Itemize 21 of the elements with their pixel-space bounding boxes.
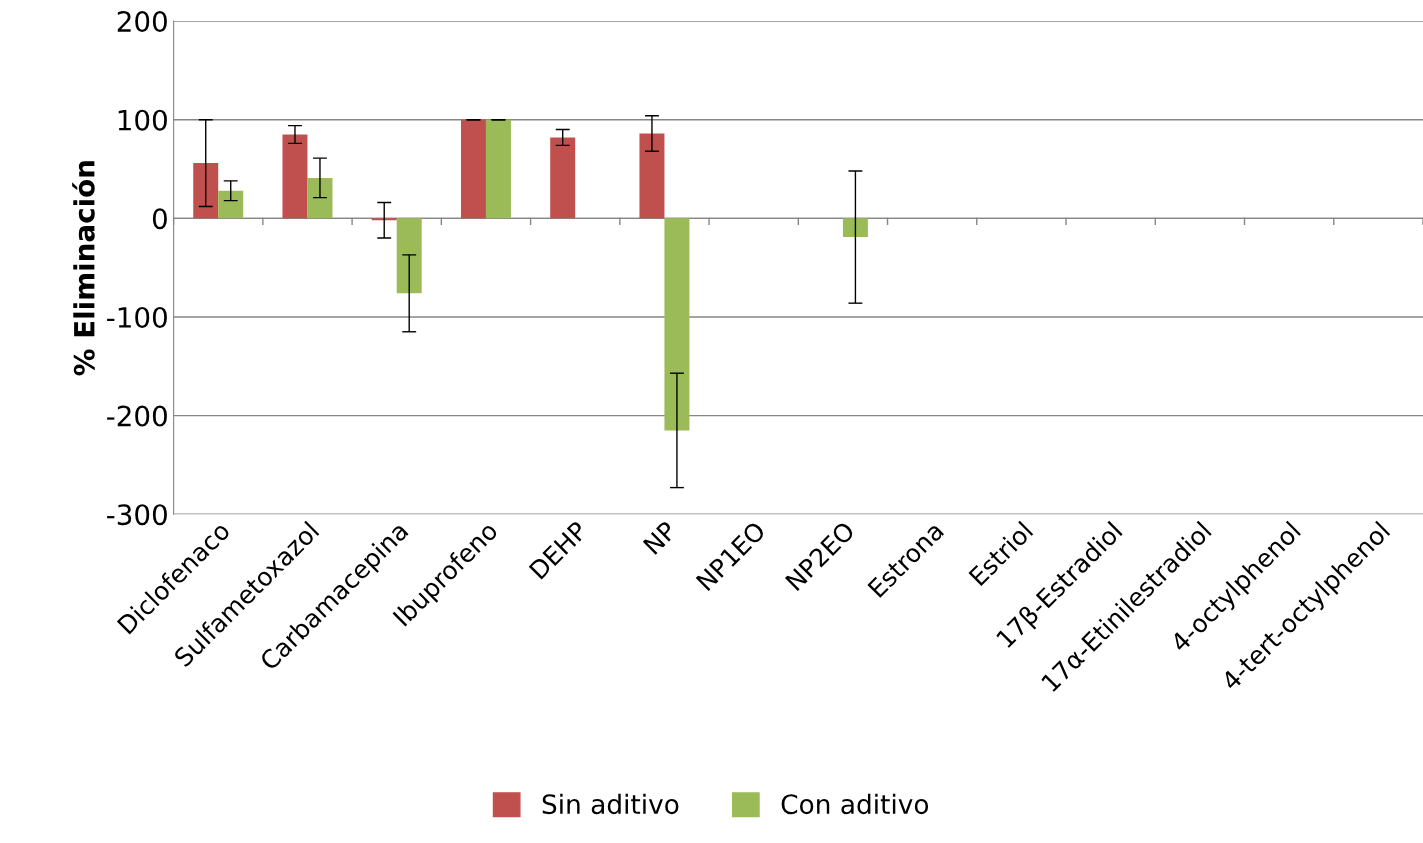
bar	[639, 133, 665, 219]
bar	[550, 137, 576, 219]
bar	[396, 218, 422, 294]
bar	[664, 218, 690, 431]
legend-label: Con aditivo	[781, 793, 929, 815]
y-tick-label: -300	[107, 504, 167, 526]
legend-label: Sin aditivo	[542, 793, 679, 815]
bar	[842, 218, 868, 238]
y-tick-label: 200	[117, 11, 167, 33]
bar	[485, 119, 511, 219]
bar	[282, 134, 308, 219]
y-tick-label: -200	[107, 405, 167, 427]
y-tick-label: 0	[152, 208, 167, 230]
y-tick-label: -100	[107, 306, 167, 328]
x-tick-label: NP	[642, 520, 678, 555]
bar	[307, 177, 333, 219]
bar	[460, 119, 486, 219]
y-axis-title: % Eliminación	[72, 161, 95, 376]
bar	[218, 190, 244, 219]
bar	[193, 163, 219, 219]
y-tick-label: 100	[118, 109, 167, 131]
